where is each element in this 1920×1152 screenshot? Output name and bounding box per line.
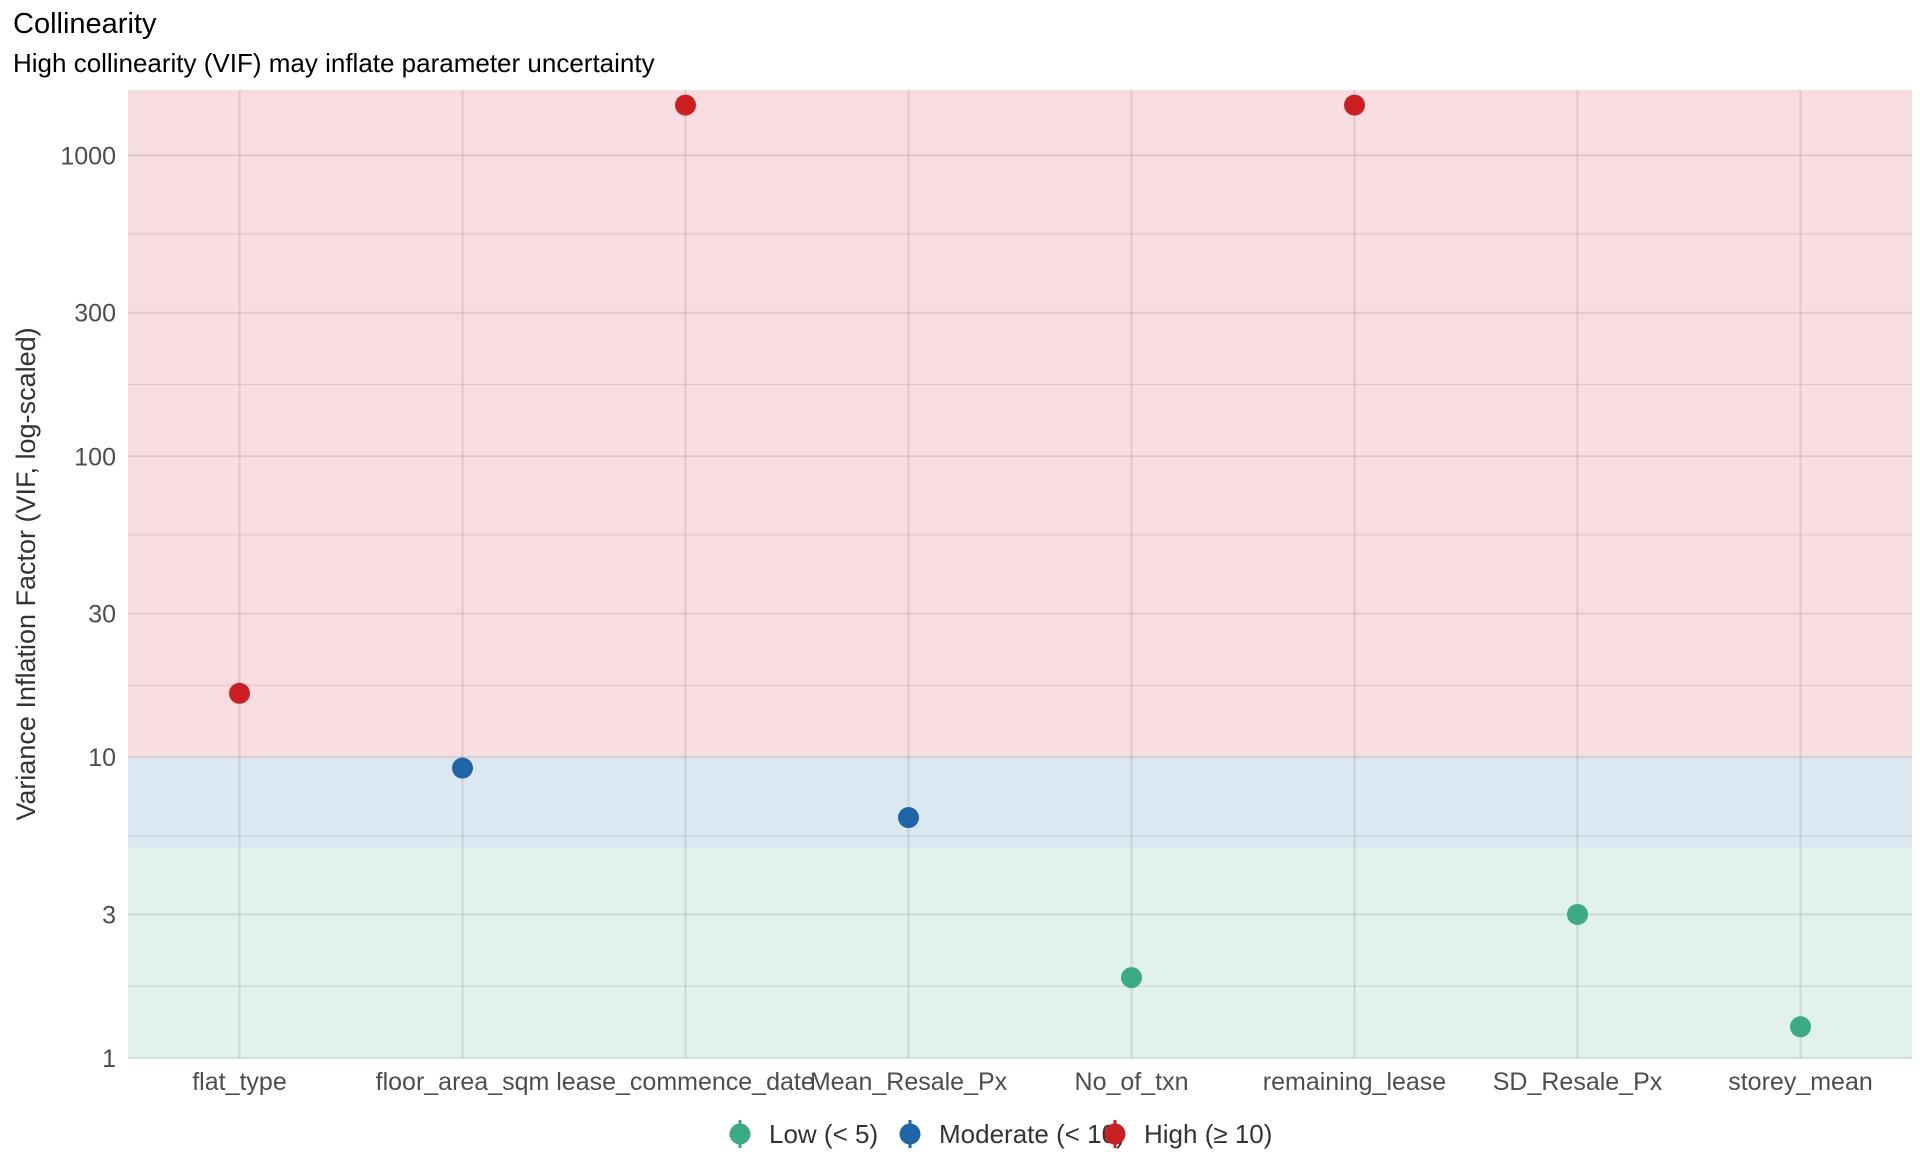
point-lease-commence-date xyxy=(675,94,696,116)
point-mean-resale-px xyxy=(898,807,919,829)
x-tick-label: floor_area_sqm xyxy=(376,1068,550,1096)
y-tick-label: 1000 xyxy=(60,142,116,170)
point-no-of-txn xyxy=(1121,967,1142,989)
vif-bands xyxy=(128,90,1912,1058)
y-tick-label: 300 xyxy=(74,300,116,328)
chart-title: Collinearity xyxy=(13,8,157,40)
x-tick-label: remaining_lease xyxy=(1263,1068,1446,1096)
x-tick-label: flat_type xyxy=(192,1068,287,1096)
point-remaining-lease xyxy=(1344,94,1365,116)
y-tick-label: 30 xyxy=(88,601,116,629)
point-storey-mean xyxy=(1790,1016,1811,1038)
point-sd-resale-px xyxy=(1567,903,1588,925)
chart-subtitle: High collinearity (VIF) may inflate para… xyxy=(13,48,655,78)
x-tick-label: SD_Resale_Px xyxy=(1493,1068,1663,1096)
y-tick-label: 100 xyxy=(74,443,116,471)
data-points xyxy=(229,94,1811,1038)
legend-label-high: High (≥ 10) xyxy=(1144,1119,1272,1149)
legend-label-low: Low (< 5) xyxy=(769,1119,878,1149)
x-tick-label: storey_mean xyxy=(1728,1068,1873,1096)
point-floor-area-sqm xyxy=(452,757,473,779)
x-tick-label: Mean_Resale_Px xyxy=(810,1068,1008,1096)
legend-key-high xyxy=(1104,1123,1126,1145)
y-axis-label: Variance Inflation Factor (VIF, log-scal… xyxy=(11,327,41,820)
y-axis-ticks: 1 3 10 30 100 300 1000 xyxy=(60,142,116,1073)
legend-label-moderate: Moderate (< 10) xyxy=(939,1119,1125,1149)
legend-key-moderate xyxy=(899,1123,921,1145)
y-tick-label: 3 xyxy=(102,901,116,929)
y-tick-label: 10 xyxy=(88,744,116,772)
band-high xyxy=(128,90,1912,758)
y-tick-label: 1 xyxy=(102,1045,116,1073)
x-tick-label: No_of_txn xyxy=(1075,1068,1189,1096)
grid-lines xyxy=(128,90,1912,1059)
legend-key-low xyxy=(729,1123,751,1145)
band-low xyxy=(128,847,1912,1058)
x-tick-label: lease_commence_date xyxy=(556,1068,815,1096)
point-flat-type xyxy=(229,682,250,704)
band-moderate xyxy=(128,757,1912,848)
legend: Low (< 5) Moderate (< 10) High (≥ 10) xyxy=(729,1119,1272,1149)
x-axis-ticks: flat_type floor_area_sqm lease_commence_da… xyxy=(192,1068,1873,1096)
